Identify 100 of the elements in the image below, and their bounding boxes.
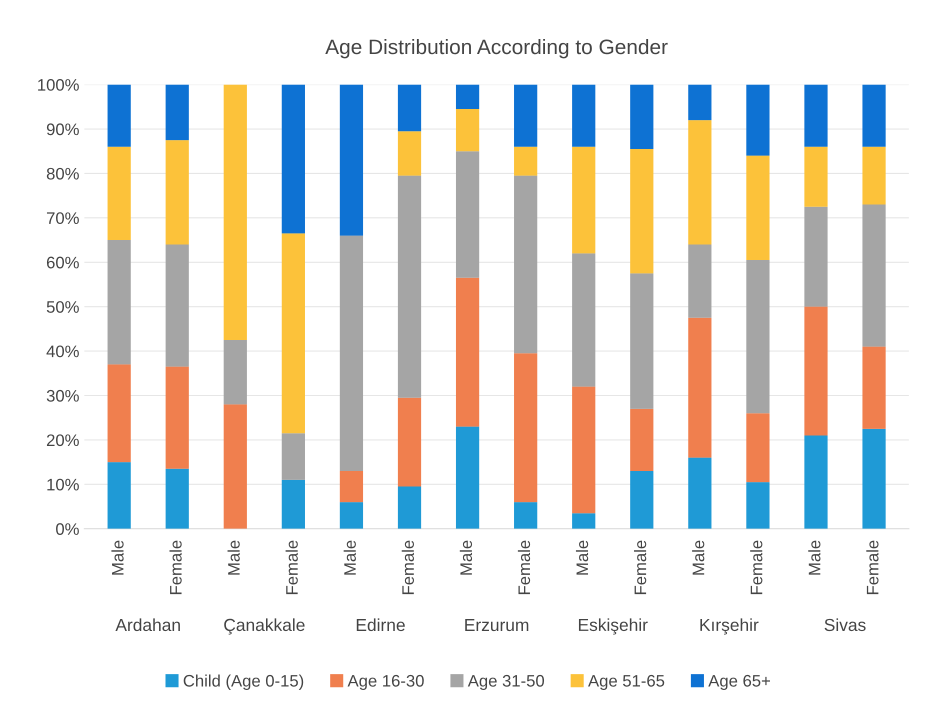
- bar: [746, 482, 770, 529]
- x-tick-label: Female: [750, 540, 762, 594]
- x-tick-label: Male: [228, 540, 240, 575]
- x-tick-label: Female: [286, 540, 298, 594]
- legend-label: Age 65+: [708, 674, 770, 690]
- bar: [630, 149, 654, 274]
- bar: [456, 84, 480, 110]
- bar: [688, 458, 712, 529]
- bar: [746, 84, 770, 156]
- x-tick-label: Male: [576, 540, 588, 575]
- x-tick-label: Male: [344, 540, 356, 575]
- x-tick-label: Female: [518, 540, 530, 594]
- bar: [166, 244, 189, 367]
- bar: [572, 84, 596, 147]
- bar: [862, 84, 886, 147]
- x-tick-label: Female: [169, 540, 182, 594]
- text: Sivas: [824, 618, 866, 632]
- y-tick-label: 60%: [46, 256, 79, 268]
- bar: [572, 146, 596, 254]
- bar: [166, 84, 189, 140]
- bar: [688, 84, 712, 120]
- bar: [746, 413, 770, 482]
- bar: [282, 84, 305, 234]
- bar: [804, 306, 828, 436]
- bar: [688, 318, 712, 458]
- bar: [688, 120, 712, 244]
- bar: [108, 462, 131, 529]
- bar: [862, 346, 886, 429]
- chart-title: Age Distribution According to Gender: [325, 38, 668, 58]
- legend-label: Age 51-65: [588, 674, 664, 690]
- bar: [108, 364, 131, 462]
- x-tick-label: Male: [692, 540, 704, 575]
- bar: [746, 260, 770, 414]
- bar: [398, 398, 422, 487]
- bar: [630, 273, 654, 409]
- bar: [456, 426, 480, 529]
- bar: [514, 353, 538, 502]
- bar: [340, 236, 364, 472]
- bar: [630, 408, 654, 472]
- bar: [224, 340, 247, 404]
- legend-label: Child (Age 0-15): [184, 674, 304, 690]
- bar: [166, 140, 189, 244]
- x-tick-label: Female: [402, 540, 414, 594]
- bar: [456, 151, 480, 278]
- text: Ardahan: [115, 618, 180, 632]
- bar: [514, 176, 538, 354]
- x-tick-label: Male: [460, 540, 472, 575]
- y-tick-label: 100%: [38, 79, 79, 91]
- text: Erzurum: [465, 619, 528, 632]
- bar: [804, 206, 828, 307]
- bar: [340, 471, 364, 502]
- bar: [282, 433, 305, 480]
- bar: [166, 468, 189, 529]
- bar: [282, 480, 305, 529]
- bar: [514, 146, 538, 176]
- bar: [340, 502, 364, 529]
- y-tick-label: 90%: [46, 123, 79, 136]
- x-tick-label: Female: [634, 540, 646, 594]
- y-tick-label: 20%: [46, 434, 79, 446]
- bar: [514, 502, 538, 529]
- bar: [688, 244, 712, 318]
- bar: [746, 156, 770, 260]
- bar: [398, 486, 422, 529]
- bar: [630, 84, 654, 149]
- y-tick-label: 50%: [46, 301, 79, 313]
- bar: [572, 253, 596, 387]
- bar: [224, 404, 247, 529]
- legend-label: Age 16-30: [348, 674, 424, 690]
- bar: [108, 146, 131, 240]
- bar: [282, 233, 305, 434]
- y-tick-label: 0%: [56, 523, 79, 535]
- bar: [456, 278, 480, 427]
- x-tick-label: Male: [111, 540, 124, 575]
- legend-label: Age 31-50: [468, 674, 544, 690]
- bar: [398, 84, 422, 132]
- bar: [630, 471, 654, 529]
- y-tick-label: 40%: [46, 345, 79, 358]
- bar: [862, 204, 886, 347]
- bar: [804, 435, 828, 529]
- text: Çanakkale: [224, 618, 305, 635]
- bar: [572, 386, 596, 514]
- y-tick-label: 30%: [46, 390, 79, 402]
- bar: [108, 84, 131, 147]
- bar: [514, 84, 538, 147]
- bar: [166, 366, 189, 469]
- x-tick-label: Male: [808, 540, 820, 575]
- bar: [340, 84, 364, 236]
- y-tick-label: 80%: [46, 168, 79, 180]
- text: Eskişehir: [578, 618, 648, 635]
- bar: [862, 146, 886, 205]
- text: Kırşehir: [700, 618, 758, 635]
- bar: [862, 428, 886, 529]
- text: Edirne: [356, 618, 405, 632]
- y-tick-label: 10%: [47, 478, 79, 491]
- bar: [804, 84, 828, 147]
- bar: [224, 84, 247, 340]
- bar: [398, 176, 422, 398]
- bar: [108, 240, 131, 364]
- bar: [572, 513, 596, 529]
- bar: [804, 146, 828, 207]
